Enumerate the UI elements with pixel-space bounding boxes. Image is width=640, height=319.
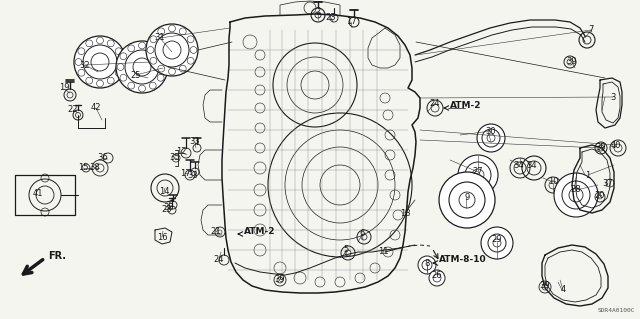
Text: 21: 21 bbox=[211, 227, 221, 236]
Text: 34: 34 bbox=[527, 160, 538, 169]
Text: 6: 6 bbox=[359, 229, 365, 239]
Text: 39: 39 bbox=[566, 57, 577, 66]
Text: 24: 24 bbox=[214, 255, 224, 263]
Text: 15: 15 bbox=[77, 164, 88, 173]
Text: 41: 41 bbox=[33, 189, 44, 197]
Text: 36: 36 bbox=[98, 153, 108, 162]
Text: 23: 23 bbox=[162, 205, 172, 214]
Text: 8: 8 bbox=[424, 258, 429, 268]
Text: 42: 42 bbox=[91, 103, 101, 113]
Text: 40: 40 bbox=[611, 140, 621, 150]
Text: 9: 9 bbox=[465, 192, 470, 202]
Text: 29: 29 bbox=[492, 235, 502, 244]
Text: 39: 39 bbox=[540, 280, 550, 290]
Text: 16: 16 bbox=[157, 233, 167, 241]
Text: 13: 13 bbox=[400, 209, 410, 218]
Text: 11: 11 bbox=[378, 248, 388, 256]
Circle shape bbox=[418, 256, 436, 274]
Circle shape bbox=[477, 124, 505, 152]
Text: 14: 14 bbox=[159, 188, 169, 197]
Text: 33: 33 bbox=[188, 172, 198, 181]
Text: 39: 39 bbox=[596, 144, 606, 152]
Text: 25: 25 bbox=[131, 70, 141, 79]
Text: 27: 27 bbox=[473, 167, 483, 176]
Text: 33: 33 bbox=[189, 137, 200, 146]
Text: 5: 5 bbox=[344, 246, 349, 255]
Text: 38: 38 bbox=[90, 164, 100, 173]
Circle shape bbox=[439, 172, 495, 228]
Text: 28: 28 bbox=[571, 186, 581, 195]
Text: 17: 17 bbox=[180, 169, 190, 179]
Text: 1: 1 bbox=[586, 170, 591, 180]
Text: ATM-2: ATM-2 bbox=[244, 226, 275, 235]
Text: 10: 10 bbox=[548, 177, 558, 187]
Circle shape bbox=[146, 24, 198, 76]
Circle shape bbox=[554, 173, 598, 217]
Text: 3: 3 bbox=[611, 93, 616, 101]
Text: 33: 33 bbox=[164, 204, 174, 212]
Circle shape bbox=[116, 41, 168, 93]
Text: FR.: FR. bbox=[48, 251, 66, 261]
Text: 4: 4 bbox=[561, 286, 566, 294]
Text: 39: 39 bbox=[275, 275, 285, 284]
Circle shape bbox=[458, 155, 498, 195]
Text: 30: 30 bbox=[486, 127, 496, 136]
Circle shape bbox=[481, 227, 513, 259]
Text: ATM-2: ATM-2 bbox=[450, 100, 481, 109]
Text: 24: 24 bbox=[429, 99, 440, 108]
Text: ATM-8-10: ATM-8-10 bbox=[439, 256, 486, 264]
Text: 7: 7 bbox=[588, 26, 594, 34]
Text: 17: 17 bbox=[346, 18, 356, 26]
Text: 34: 34 bbox=[514, 160, 524, 169]
Text: 19: 19 bbox=[59, 84, 69, 93]
Text: 20: 20 bbox=[595, 191, 605, 201]
Circle shape bbox=[74, 36, 126, 88]
Text: 37: 37 bbox=[603, 179, 613, 188]
Text: 12: 12 bbox=[176, 147, 186, 157]
Text: 31: 31 bbox=[155, 33, 165, 42]
Text: SDR4A0100C: SDR4A0100C bbox=[598, 308, 635, 313]
Text: 26: 26 bbox=[432, 271, 442, 279]
Text: 32: 32 bbox=[80, 61, 90, 70]
Text: 2: 2 bbox=[316, 8, 321, 17]
Text: 23: 23 bbox=[326, 13, 336, 23]
Text: 35: 35 bbox=[170, 153, 180, 162]
Circle shape bbox=[429, 270, 445, 286]
Text: 22: 22 bbox=[68, 106, 78, 115]
